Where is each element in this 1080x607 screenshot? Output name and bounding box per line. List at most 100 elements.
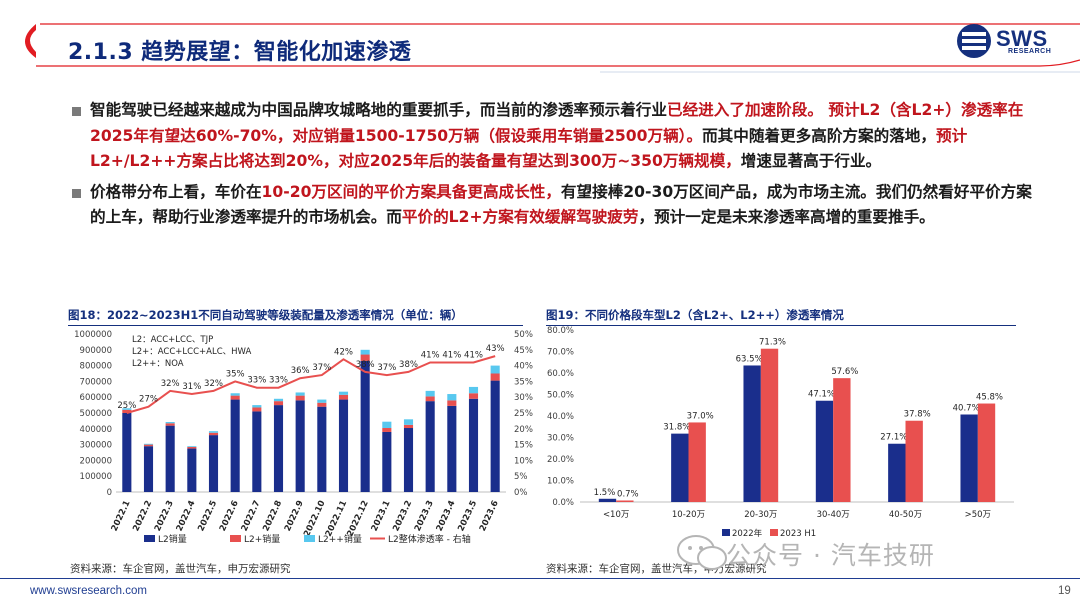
bullet-text: 有望接棒20-30万区间产品，成为市场主流。我们仍然看好平价方案的上车，帮助行业… [90,182,1032,227]
rate-data-label: 41% [421,350,440,360]
bar-l2plus [230,395,240,400]
y2-tick-label: 0% [514,488,528,498]
sws-logo-icon [957,24,991,58]
rate-data-label: 25% [117,401,136,411]
bar-l2plus [468,393,479,399]
bar-l2plusplus [338,391,349,395]
bullet-highlight: 预计L2（含L2+）渗透率在2025年有望达60%-70%，对应销量1500-1… [90,101,1024,145]
bar-2022 [598,498,617,502]
legend-swatch [304,535,315,542]
bar-l2 [165,425,175,492]
bar-l2plus [490,373,500,381]
y-tick-label: 40.0% [547,412,574,422]
bar-data-label: 63.5% [736,354,763,364]
bar-2022 [815,400,834,502]
bar-2022 [743,365,761,502]
y2-tick-label: 20% [514,425,533,435]
bullet-text: 智能驾驶已经越来越成为中国品牌攻城略地的重要抓手，而当前的渗透率预示着行业 [90,101,667,119]
x-tick-label: 2022.6 [218,499,241,533]
rate-data-label: 35% [226,369,245,379]
rate-data-label: 33% [247,376,266,386]
bar-l2plus [447,400,457,406]
y-tick-label: 800000 [80,362,112,372]
bar-data-label: 31.8% [663,423,690,433]
y2-tick-label: 35% [514,377,533,387]
bar-l2plusplus [273,398,284,402]
level-definition-note: L2：ACC+LCC、TJP [132,335,213,345]
bar-l2 [403,428,414,492]
bar-l2plus [252,407,262,412]
bullet-highlight: 平价的L2+方案有效缓解驾驶疲劳 [401,208,639,226]
y2-tick-label: 50% [514,330,533,340]
bar-l2plus [403,424,414,429]
bar-l2plusplus [317,399,327,403]
bar-l2plus [317,402,327,407]
bar-2023h1 [760,348,779,502]
bar-l2 [143,446,154,492]
figure19-rule [546,325,1016,326]
bar-l2 [468,398,479,492]
bar-l2 [338,399,349,492]
figure18-rule [68,325,523,326]
rate-data-label: 37% [377,363,396,373]
bar-l2 [317,406,327,492]
bar-2023h1 [833,378,851,502]
rate-data-label: 36% [291,366,310,376]
bar-l2 [187,448,197,492]
footer-url: www.swsresearch.com [30,585,147,597]
x-tick-label: 2022.4 [175,499,198,533]
x-tick-label: 2022.5 [196,499,219,533]
rate-data-label: 31% [182,382,201,392]
bullet-item: 智能驾驶已经越来越成为中国品牌攻城略地的重要抓手，而当前的渗透率预示着行业已经进… [72,98,1032,175]
y2-tick-label: 5% [514,472,528,482]
bar-data-label: 37.8% [904,410,931,420]
bar-data-label: 40.7% [953,403,980,413]
bar-l2plus [143,444,154,447]
bar-2022 [888,443,906,502]
bar-l2 [295,400,305,492]
x-tick-label: 20-30万 [744,510,777,520]
x-tick-label: <10万 [603,510,629,520]
rate-data-label: 33% [269,376,288,386]
y-tick-label: 0.0% [552,498,574,508]
bar-data-label: 27.1% [880,433,907,443]
x-tick-label: 2022.8 [261,499,284,533]
bar-2022 [671,433,689,502]
bar-l2plusplus [165,422,175,424]
rate-data-label: 32% [204,379,223,389]
legend-swatch [770,529,778,536]
bullet-list: 智能驾驶已经越来越成为中国品牌攻城略地的重要抓手，而当前的渗透率预示着行业已经进… [72,98,1032,236]
x-tick-label: 30-40万 [817,510,850,520]
bar-data-label: 57.6% [831,367,858,377]
y-tick-label: 1000000 [74,330,112,340]
x-tick-label: 2023.4 [435,499,458,533]
figure19-chart: 0.0% 10.0% 20.0% 30.0% 40.0% 50.0% 60.0% 70.0% 8… [547,326,1014,539]
legend-label: L2销量 [158,533,187,545]
bar-2023h1 [905,420,923,502]
x-tick-label: 2023.5 [456,499,479,533]
y-tick-label: 30.0% [547,434,574,444]
bar-l2plusplus [252,405,262,408]
bar-l2 [490,380,500,492]
rate-data-label: 32% [161,379,180,389]
y-tick-label: 600000 [80,393,112,403]
bar-l2plus [187,446,197,449]
level-definition-note: L2+：ACC+LCC+ALC、HWA [132,347,251,357]
bar-2023h1 [977,403,996,502]
bar-l2plus [360,354,370,361]
figure19-title: 图19：不同价格段车型L2（含L2+、L2++）渗透率情况 [546,308,844,322]
figure18-source: 资料来源：车企官网，盖世汽车，申万宏源研究 [70,563,291,575]
header-band [25,23,1080,73]
rate-data-label: 37% [312,363,331,373]
x-tick-label: 10-20万 [672,510,705,520]
bar-l2plus [295,395,305,401]
x-tick-label: 2022.1 [110,499,133,533]
bar-l2 [208,435,219,492]
bar-l2 [122,413,132,492]
bar-l2plus [208,432,219,436]
bar-l2plusplus [403,419,414,425]
bar-l2plus [382,428,392,432]
y-tick-label: 300000 [80,441,112,451]
bar-l2 [447,405,457,492]
y-tick-label: 50.0% [547,391,574,401]
